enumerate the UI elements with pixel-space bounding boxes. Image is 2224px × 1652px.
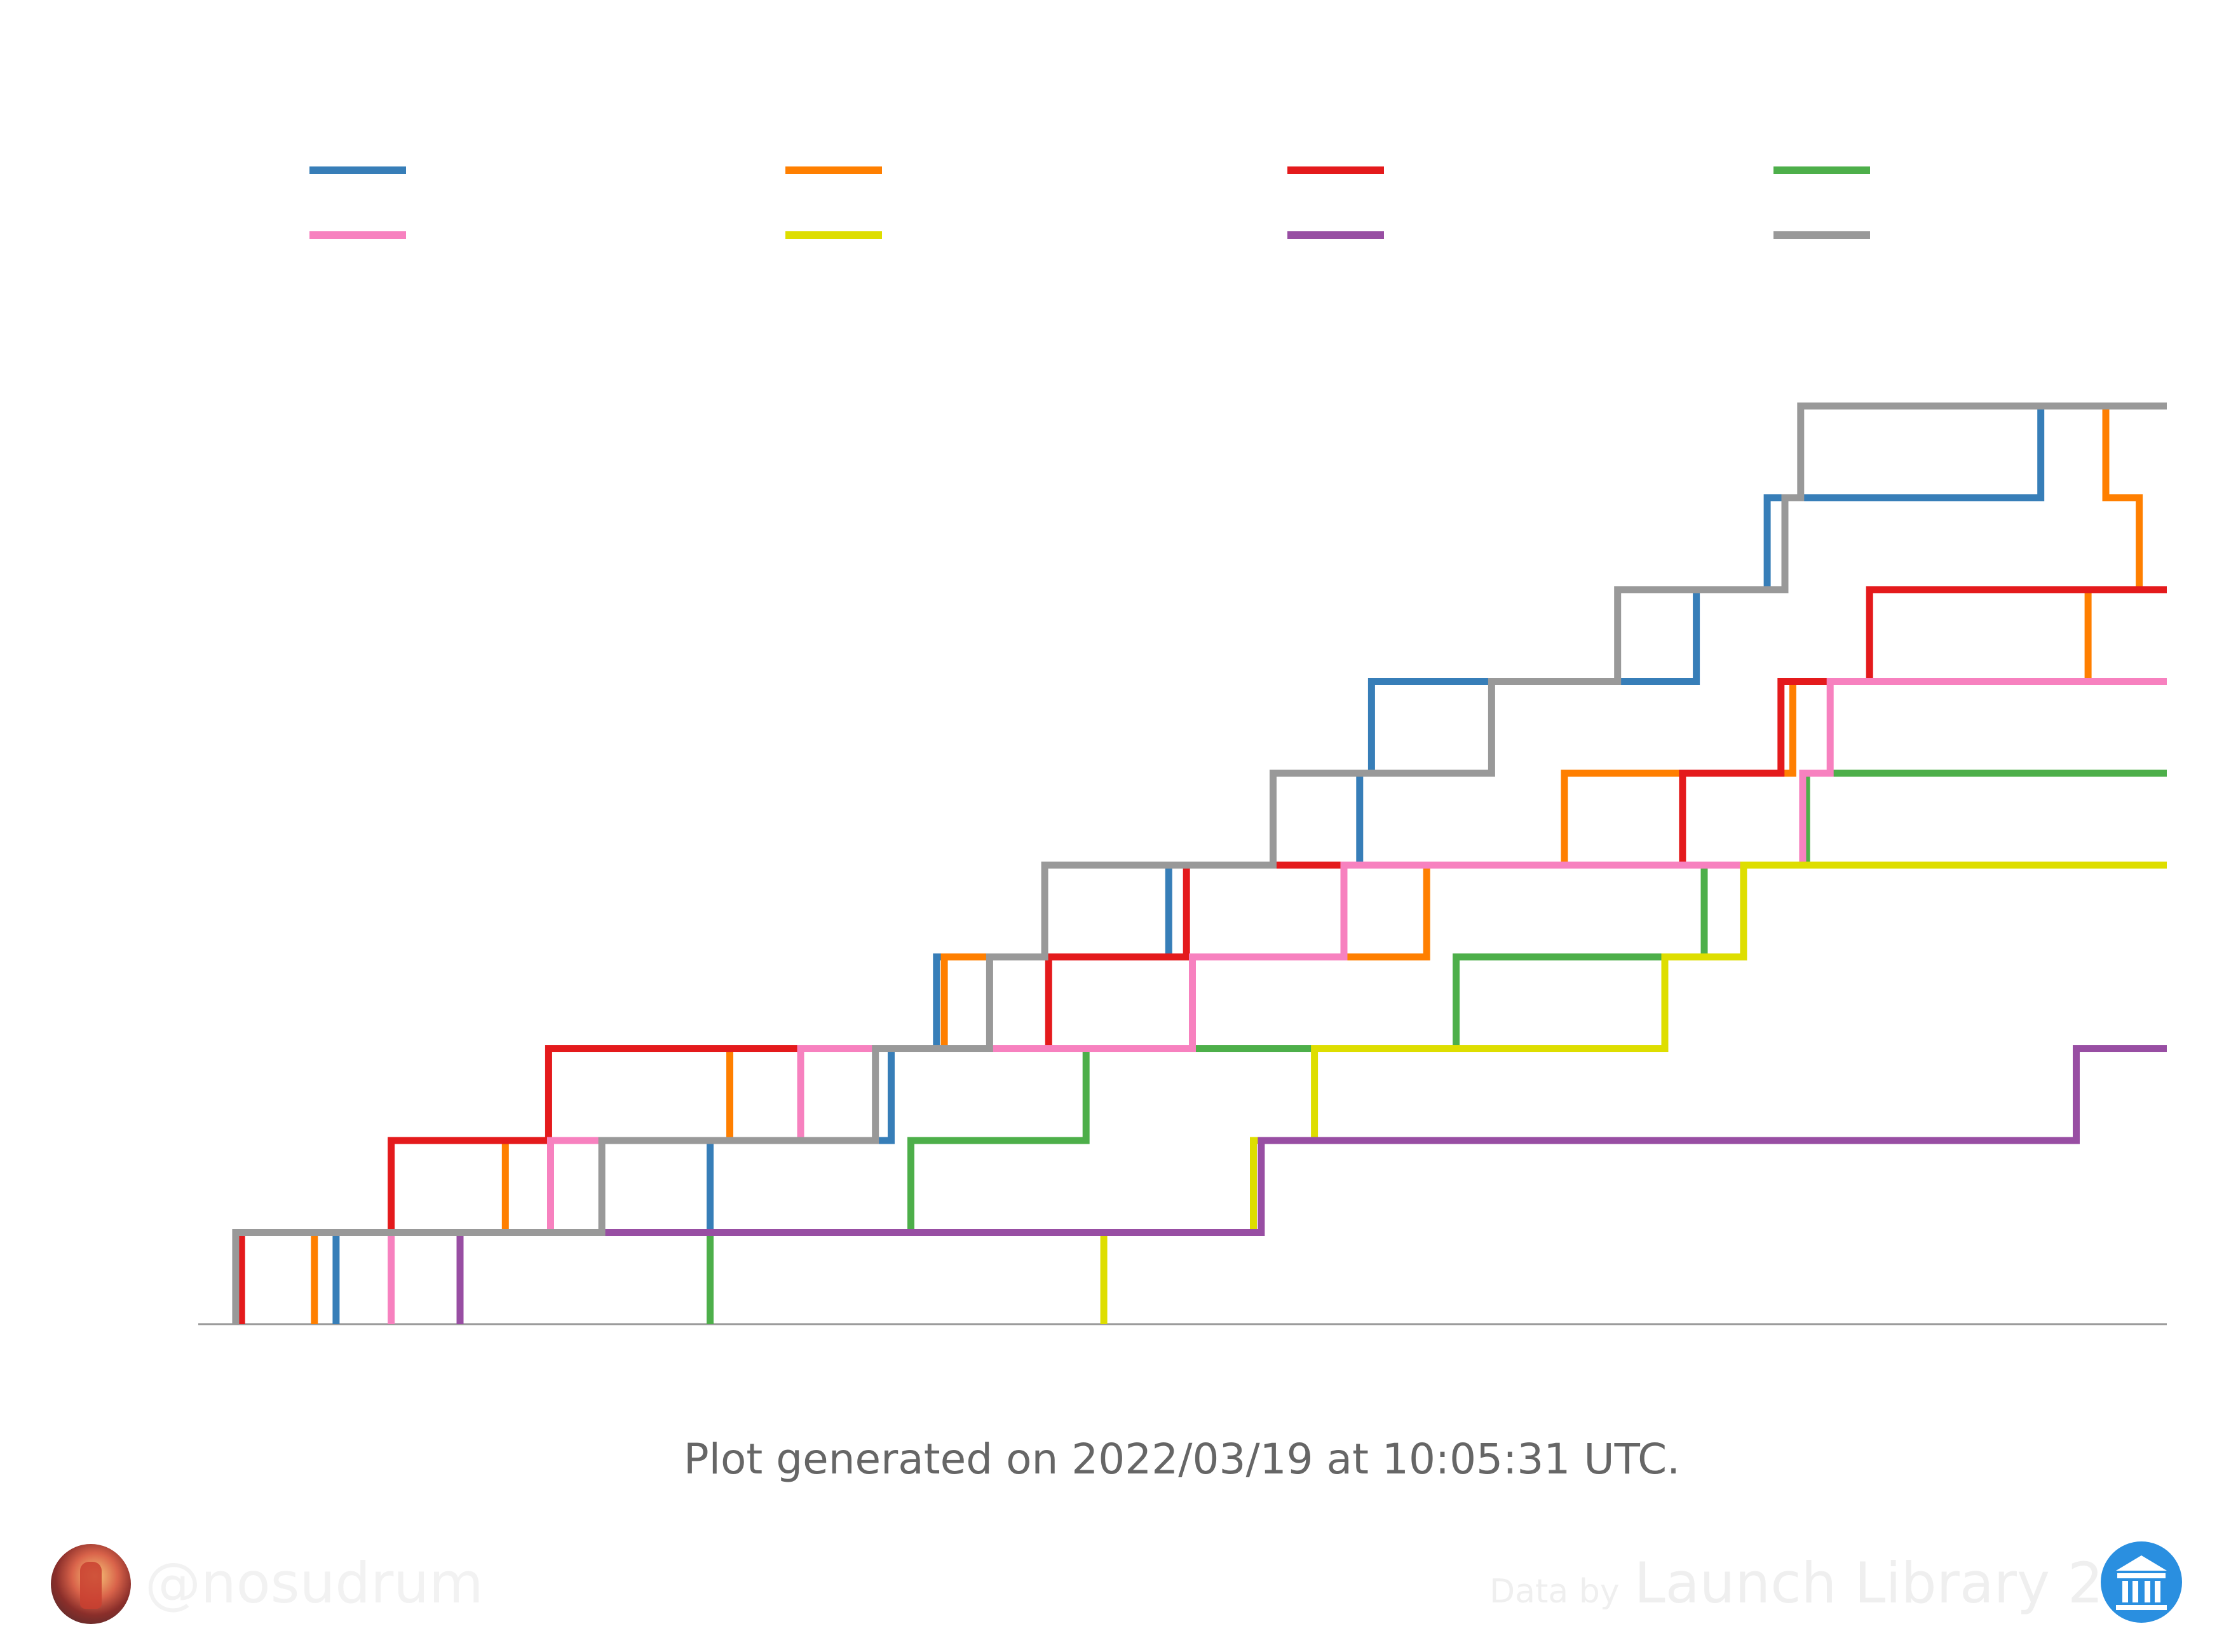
legend bbox=[309, 166, 1870, 239]
series-line-5 bbox=[388, 678, 2167, 1324]
plot-generated-note: Plot generated on 2022/03/19 at 10:05:31… bbox=[683, 1435, 1681, 1484]
series-line-3 bbox=[238, 586, 2167, 1324]
data-source-name: Launch Library 2 bbox=[1634, 1550, 2103, 1616]
author-avatar-icon bbox=[51, 1544, 131, 1624]
data-by-label: Data by bbox=[1489, 1573, 1620, 1611]
series-line-8 bbox=[232, 402, 2167, 1324]
launch-library-logo-icon bbox=[2101, 1541, 2182, 1623]
data-credit: Data by Launch Library 2 bbox=[1489, 1550, 2103, 1616]
author-handle: @nosudrum bbox=[145, 1550, 484, 1616]
series-line-6 bbox=[1100, 862, 2167, 1324]
series-layer bbox=[232, 402, 2167, 1324]
